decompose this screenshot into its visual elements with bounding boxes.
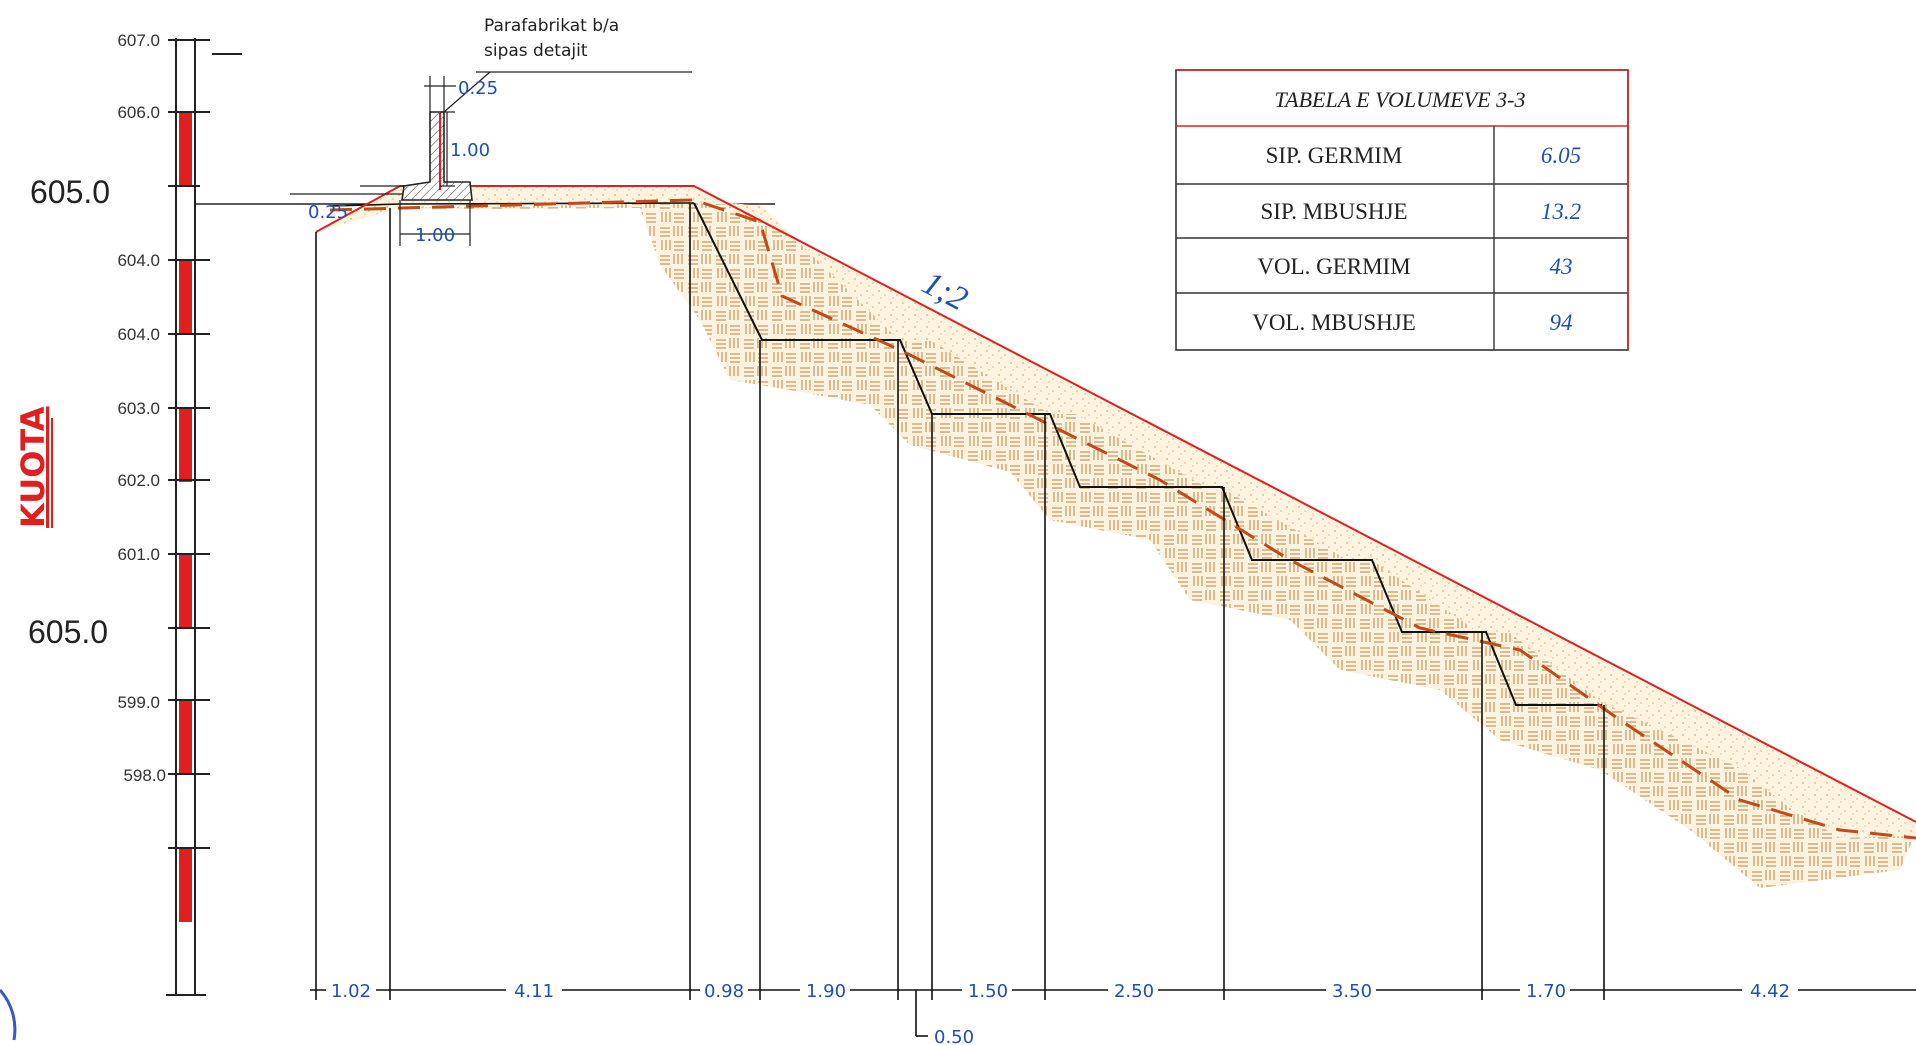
elevation-label: 607.0 (117, 31, 160, 50)
staff-red-segment (179, 260, 192, 334)
table-row-value: 43 (1550, 254, 1573, 279)
note-line-2: sipas detajit (484, 41, 588, 61)
table-title: TABELA E VOLUMEVE 3-3 (1275, 87, 1526, 112)
elevation-label: 598.0 (123, 766, 166, 785)
dimension-label: 3.50 (1332, 981, 1372, 1002)
staff-red-segment (179, 848, 192, 922)
dimension-below-label: 0.50 (934, 1027, 974, 1045)
existing-ground-dashed (329, 198, 1916, 840)
axis-label-kuota: KUOTA (14, 406, 52, 528)
curb-detail (290, 71, 692, 246)
elevation-big-label: 605.0 (28, 614, 108, 650)
table-row-value: 94 (1550, 310, 1573, 335)
table-row-label: VOL. GERMIM (1257, 254, 1410, 279)
staff-red-segment (179, 554, 192, 628)
table-row-label: SIP. GERMIM (1266, 143, 1403, 168)
curb-base-width-label: 1.00 (415, 225, 455, 246)
curb-height-label: 1.00 (450, 140, 490, 161)
table-row-label: VOL. MBUSHJE (1252, 310, 1416, 335)
dimension-chain (310, 979, 1916, 1001)
note-line-1: Parafabrikat b/a (484, 16, 619, 36)
dimension-label: 1.02 (331, 981, 371, 1002)
elevation-label: 606.0 (117, 103, 160, 122)
elevation-label: 599.0 (117, 693, 160, 712)
elevation-label: 604.0 (117, 251, 160, 270)
stamp-fragment (0, 989, 17, 1041)
elevation-label: 602.0 (117, 471, 160, 490)
dimension-label: 1.70 (1526, 981, 1566, 1002)
dimension-label: 4.42 (1750, 981, 1790, 1002)
staff-red-segment (179, 408, 192, 482)
table-row-label: SIP. MBUSHJE (1261, 199, 1408, 224)
elevation-label: 603.0 (117, 399, 160, 418)
final-slope-line (315, 185, 1916, 823)
staff-red-segment (179, 112, 192, 186)
curb-top-width-label: 0.25 (458, 78, 498, 99)
dimension-label: 2.50 (1114, 981, 1154, 1002)
dimension-label: 4.11 (514, 981, 554, 1002)
extension-lines (315, 204, 1605, 1037)
elevation-staff: 607.0 606.0 604.0 604.0 603.0 602.0 601.… (14, 31, 775, 996)
dimension-label: 1.90 (806, 981, 846, 1002)
table-row-value: 13.2 (1541, 199, 1581, 224)
curb-side-label: 0.25 (308, 202, 348, 223)
embankment-fill (316, 186, 1916, 838)
elevation-label: 604.0 (117, 325, 160, 344)
benching-line (693, 202, 1602, 706)
staff-red-segment (179, 700, 192, 774)
elevation-big-label: 605.0 (30, 174, 110, 210)
dimension-label: 0.98 (704, 981, 744, 1002)
table-row-value: 6.05 (1541, 143, 1581, 168)
existing-ground-hatch (330, 200, 1916, 888)
volume-table (1175, 69, 1629, 351)
dimension-label: 1.50 (968, 981, 1008, 1002)
elevation-label: 601.0 (117, 545, 160, 564)
